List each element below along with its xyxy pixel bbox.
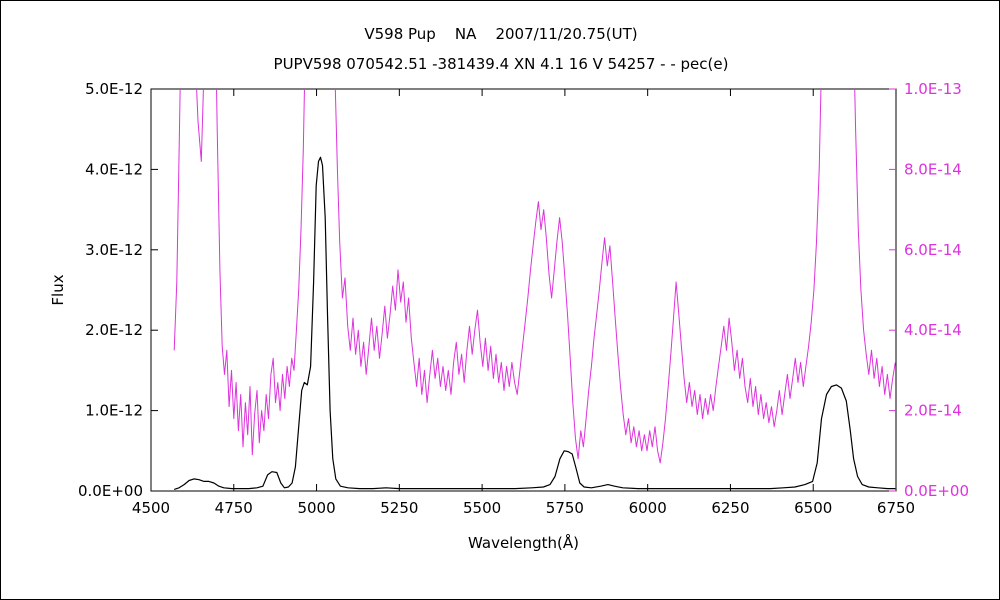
x-axis-label: Wavelength(Å)	[468, 534, 579, 552]
y-right-tick-label: 4.0E-14	[904, 321, 962, 339]
chart-title: V598 Pup NA 2007/11/20.75(UT)	[364, 25, 638, 43]
x-tick-label: 4500	[132, 499, 170, 517]
x-tick-label: 4750	[215, 499, 253, 517]
x-tick-label: 5750	[546, 499, 584, 517]
y-left-tick-label: 0.0E+00	[78, 482, 143, 500]
y-right-tick-label: 6.0E-14	[904, 241, 962, 259]
y-right-tick-label: 8.0E-14	[904, 160, 962, 178]
x-tick-label: 5000	[297, 499, 335, 517]
y-right-tick-label: 1.0E-13	[904, 80, 962, 98]
x-tick-label: 6250	[711, 499, 749, 517]
x-tick-label: 6500	[794, 499, 832, 517]
x-tick-label: 6000	[629, 499, 667, 517]
x-tick-label: 6750	[877, 499, 915, 517]
spectrum-black-line	[174, 156, 896, 490]
y-left-tick-label: 5.0E-12	[85, 80, 143, 98]
plot-frame	[150, 88, 897, 492]
chart-subtitle: PUPV598 070542.51 -381439.4 XN 4.1 16 V …	[273, 55, 729, 73]
x-tick-label: 5500	[463, 499, 501, 517]
y-right-tick-label: 2.0E-14	[904, 402, 962, 420]
y-left-tick-label: 1.0E-12	[85, 402, 143, 420]
spectrum-magenta-line	[173, 89, 896, 464]
y-left-tick-label: 2.0E-12	[85, 321, 143, 339]
x-tick-label: 5250	[380, 499, 418, 517]
y-left-tick-label: 4.0E-12	[85, 160, 143, 178]
y-left-tick-label: 3.0E-12	[85, 241, 143, 259]
y-right-tick-label: 0.0E+00	[904, 482, 969, 500]
